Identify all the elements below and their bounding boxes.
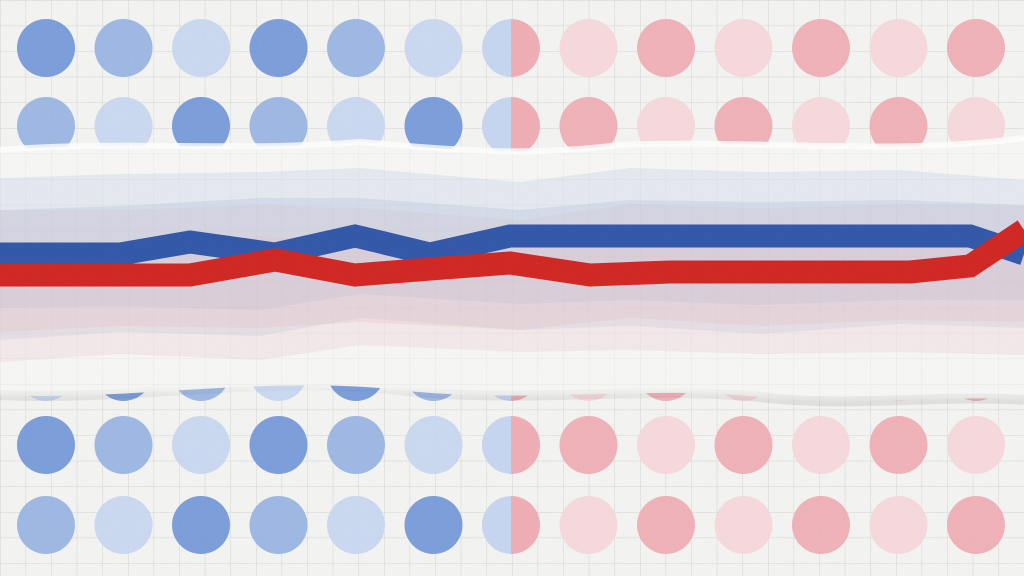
- election-trend-illustration: [0, 0, 1024, 576]
- paper-texture: [0, 0, 1024, 576]
